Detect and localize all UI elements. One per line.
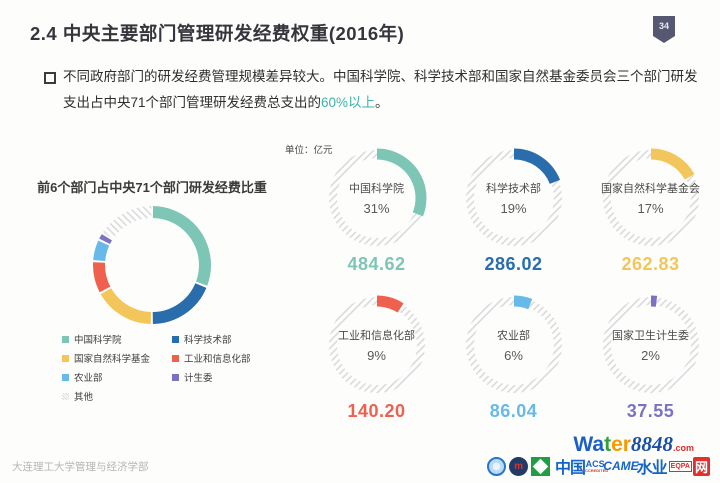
legend-swatch-icon bbox=[172, 374, 179, 381]
watermark-brand-domain: .com bbox=[672, 443, 694, 453]
watermark-brand-suffix: 8848 bbox=[630, 432, 673, 456]
legend-item: 科学技术部 bbox=[172, 335, 276, 354]
department-name: 国家自然科学基金会 bbox=[601, 183, 700, 195]
department-percent: 2% bbox=[641, 348, 660, 363]
legend-swatch-icon bbox=[172, 355, 179, 362]
donut-ring-chart bbox=[327, 148, 426, 248]
seal-logo-icon bbox=[487, 456, 507, 476]
watermark: Water8848.com m 中国 ACS ACCREDITED CAME 水… bbox=[465, 433, 710, 481]
department-name: 农业部 bbox=[497, 330, 530, 342]
legend-swatch-icon bbox=[172, 336, 179, 343]
watermark-eqpa-badge: EQPA bbox=[668, 460, 692, 472]
watermark-net-badge: 网 bbox=[692, 456, 710, 476]
watermark-logos: m 中国 ACS ACCREDITED CAME 水业 EQPA 网 bbox=[487, 454, 710, 478]
legend-item: 计生委 bbox=[172, 373, 276, 392]
department-value: 286.02 bbox=[484, 254, 543, 274]
legend-label: 国家自然科学基金 bbox=[74, 354, 151, 365]
donut-center-label: 科学技术部 19% bbox=[462, 146, 566, 250]
legend-item: 中国科学院 bbox=[62, 335, 166, 354]
department-percent: 17% bbox=[637, 201, 664, 216]
department-name: 中国科学院 bbox=[349, 183, 404, 195]
donut-center-label: 国家卫生计生委 2% bbox=[599, 293, 703, 397]
watermark-acs-badge: ACS ACCREDITED bbox=[582, 458, 609, 473]
department-value: 140.20 bbox=[347, 401, 406, 421]
legend-swatch-icon bbox=[62, 393, 69, 400]
watermark-cn-part1: 中国 bbox=[555, 460, 586, 477]
watermark-letter: e bbox=[611, 433, 623, 456]
department-value: 86.04 bbox=[489, 401, 538, 421]
page-number-badge: 34 bbox=[653, 16, 675, 43]
department-percent: 19% bbox=[500, 201, 527, 216]
legend-item: 工业和信息化部 bbox=[172, 354, 276, 373]
square-logo-icon bbox=[531, 456, 551, 476]
department-name: 国家卫生计生委 bbox=[612, 330, 689, 342]
legend-item: 国家自然科学基金 bbox=[62, 354, 166, 373]
intro-highlight: 60%以上 bbox=[321, 95, 376, 110]
overview-chart-title: 前6个部门占中央71个部门研发经费比重 bbox=[37, 180, 267, 195]
donut-center-label: 农业部 6% bbox=[462, 293, 566, 397]
intro-text: 不同政府部门的研发经费管理规模差异较大。中国科学院、科学技术部和国家自然基金委员… bbox=[63, 64, 699, 116]
legend-label: 科学技术部 bbox=[184, 335, 232, 346]
watermark-letter: t bbox=[604, 433, 612, 456]
donut-card-0: 中国科学院 31% 484.62 bbox=[310, 146, 443, 275]
donut-ring-chart bbox=[601, 148, 700, 248]
legend-swatch-icon bbox=[62, 355, 69, 362]
department-percent: 31% bbox=[363, 201, 390, 216]
watermark-brand-word: Water bbox=[573, 433, 631, 456]
intro-text-main: 不同政府部门的研发经费管理规模差异较大。中国科学院、科学技术部和国家自然基金委员… bbox=[63, 69, 698, 110]
intro-text-tail: 。 bbox=[375, 95, 389, 110]
department-percent: 9% bbox=[367, 348, 386, 363]
legend-label: 农业部 bbox=[74, 373, 103, 384]
donut-ring-chart bbox=[327, 295, 426, 395]
watermark-cn-part2: 水业 bbox=[636, 460, 668, 477]
donut-center-label: 工业和信息化部 9% bbox=[325, 293, 429, 397]
legend-swatch-icon bbox=[62, 374, 69, 381]
page-number: 34 bbox=[658, 21, 669, 31]
donut-ring-chart bbox=[601, 295, 700, 395]
legend-item: 其他 bbox=[62, 392, 166, 411]
unit-label: 单位：亿元 bbox=[285, 145, 333, 156]
donut-center-label: 国家自然科学基金会 17% bbox=[599, 146, 703, 250]
page-title: 2.4 中央主要部门管理研发经费权重(2016年) bbox=[30, 23, 405, 44]
donut-ring-chart bbox=[464, 295, 563, 395]
department-value: 484.62 bbox=[347, 254, 406, 274]
legend-item: 农业部 bbox=[62, 373, 166, 392]
donut-ring-chart bbox=[464, 148, 563, 248]
overview-donut-chart bbox=[93, 206, 211, 324]
donut-card-2: 国家自然科学基金会 17% 262.83 bbox=[584, 146, 717, 275]
department-percent: 6% bbox=[504, 348, 523, 363]
watermark-came-text: CAME bbox=[603, 459, 639, 473]
donut-card-3: 工业和信息化部 9% 140.20 bbox=[310, 293, 443, 422]
department-donut-grid: 中国科学院 31% 484.62 科学技术部 19% 286.02 国家自然科学基金会 17%… bbox=[310, 146, 717, 422]
department-value: 262.83 bbox=[621, 254, 680, 274]
legend-label: 工业和信息化部 bbox=[184, 354, 251, 365]
pie-segment-工业和信息化部 bbox=[93, 206, 211, 324]
donut-card-4: 农业部 6% 86.04 bbox=[447, 293, 580, 422]
watermark-site-name: 中国 ACS ACCREDITED CAME 水业 EQPA 网 bbox=[555, 454, 710, 478]
legend-swatch-icon bbox=[62, 336, 69, 343]
donut-card-1: 科学技术部 19% 286.02 bbox=[447, 146, 580, 275]
watermark-letter: W bbox=[573, 433, 593, 456]
department-name: 科学技术部 bbox=[486, 183, 541, 195]
footer-text: 大连理工大学管理与经济学部 bbox=[12, 461, 149, 473]
intro-bullet-block: 不同政府部门的研发经费管理规模差异较大。中国科学院、科学技术部和国家自然基金委员… bbox=[44, 64, 699, 116]
legend-label: 其他 bbox=[74, 392, 94, 403]
acs-text: ACS bbox=[585, 458, 605, 469]
pie-segment-中国科学院 bbox=[93, 206, 211, 324]
legend-label: 中国科学院 bbox=[74, 335, 122, 346]
legend-label: 计生委 bbox=[184, 373, 213, 384]
bullet-square-icon bbox=[44, 72, 56, 84]
department-value: 37.55 bbox=[626, 401, 675, 421]
watermark-letter: a bbox=[592, 433, 605, 456]
round-logo-icon: m bbox=[509, 456, 529, 476]
donut-card-5: 国家卫生计生委 2% 37.55 bbox=[584, 293, 717, 422]
donut-center-label: 中国科学院 31% bbox=[325, 146, 429, 250]
overview-chart-legend: 中国科学院国家自然科学基金 农业部其他 科学技术部工业和信息化部 计生委 bbox=[62, 335, 276, 411]
department-name: 工业和信息化部 bbox=[338, 330, 415, 342]
accredited-text: ACCREDITED bbox=[582, 467, 609, 473]
watermark-letter: r bbox=[622, 433, 631, 456]
watermark-brand: Water8848.com bbox=[573, 433, 694, 459]
